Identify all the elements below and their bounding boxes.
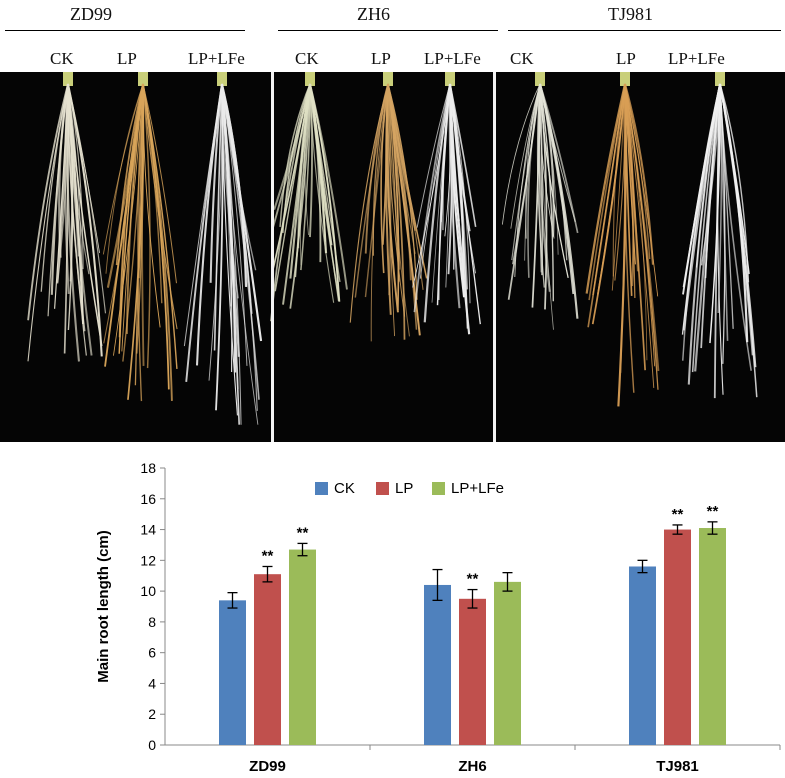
bar xyxy=(664,529,691,745)
treatment-label: LP xyxy=(371,49,391,68)
error-bar xyxy=(297,542,308,557)
treatment-label: CK xyxy=(510,49,534,68)
y-tick-label: 4 xyxy=(148,675,156,691)
significance-label: ** xyxy=(707,503,719,520)
error-bar xyxy=(707,521,718,535)
y-tick-label: 14 xyxy=(140,522,156,538)
y-tick-label: 8 xyxy=(148,614,156,630)
bar xyxy=(459,598,486,745)
group-line-zh6 xyxy=(278,30,498,31)
root-photograph xyxy=(0,72,785,442)
treatment-label: LP xyxy=(117,49,137,68)
root-illustration xyxy=(27,72,758,425)
significance-label: ** xyxy=(262,547,274,564)
legend-item-lp-lfe: LP+LFe xyxy=(432,480,504,497)
y-tick-label: 12 xyxy=(140,552,156,568)
group-line-tj981 xyxy=(508,30,781,31)
group-line-zd99 xyxy=(5,30,245,31)
group-title-zh6: ZH6 xyxy=(357,4,390,24)
y-tick-label: 16 xyxy=(140,491,156,507)
error-bar xyxy=(227,591,238,609)
significance-label: ** xyxy=(467,571,479,588)
x-tick-label: TJ981 xyxy=(656,758,699,775)
significance-label: ** xyxy=(672,506,684,523)
x-tick-label: ZD99 xyxy=(249,758,286,775)
legend-swatch xyxy=(376,482,389,495)
x-tick-label: ZH6 xyxy=(458,758,486,775)
root-bundle xyxy=(270,72,348,322)
y-tick-label: 18 xyxy=(140,460,156,476)
error-bar xyxy=(262,565,273,583)
treatment-label: CK xyxy=(295,49,319,68)
treatment-label: LP+LFe xyxy=(424,49,481,68)
bar xyxy=(494,581,521,745)
error-bar xyxy=(502,571,513,592)
error-bar xyxy=(672,524,683,535)
root-bundle xyxy=(102,72,178,402)
treatment-label: LP xyxy=(616,49,636,68)
error-bar xyxy=(637,559,648,574)
bar xyxy=(219,600,246,745)
bar xyxy=(289,549,316,745)
root-bundle xyxy=(585,72,660,407)
root-bundle xyxy=(27,72,107,362)
legend-item-lp: LP xyxy=(376,480,413,497)
group-title-zd99: ZD99 xyxy=(70,4,112,24)
root-bundle xyxy=(349,72,428,342)
root-bundle xyxy=(412,72,481,335)
y-tick-label: 2 xyxy=(148,706,156,722)
y-tick-label: 10 xyxy=(140,583,156,599)
bar xyxy=(254,574,281,745)
legend-item-ck: CK xyxy=(315,480,355,497)
legend-swatch xyxy=(315,482,328,495)
treatment-label: LP+LFe xyxy=(668,49,725,68)
error-bar xyxy=(432,568,443,601)
root-bundle xyxy=(681,72,758,399)
legend-label: LP xyxy=(395,480,414,497)
root-bundle xyxy=(501,72,579,330)
treatment-label: CK xyxy=(50,49,74,68)
bar xyxy=(629,566,656,745)
y-axis-label: Main root length (cm) xyxy=(95,530,112,683)
bar xyxy=(424,584,451,745)
photo-divider xyxy=(271,72,274,442)
y-tick-label: 6 xyxy=(148,645,156,661)
y-tick-label: 0 xyxy=(148,737,156,753)
legend-label: CK xyxy=(334,480,355,497)
legend-swatch xyxy=(432,482,445,495)
legend-label: LP+LFe xyxy=(451,480,504,497)
significance-label: ** xyxy=(297,524,309,541)
group-title-tj981: TJ981 xyxy=(608,4,653,24)
error-bar xyxy=(467,588,478,609)
bar xyxy=(699,528,726,745)
root-length-bar-chart: 0 2 4 6 8 10 12 14 16 18 Main root length (cm) ZD99… xyxy=(95,460,781,775)
photo-divider xyxy=(493,72,496,442)
root-bundle xyxy=(183,72,263,425)
treatment-label: LP+LFe xyxy=(188,49,245,68)
